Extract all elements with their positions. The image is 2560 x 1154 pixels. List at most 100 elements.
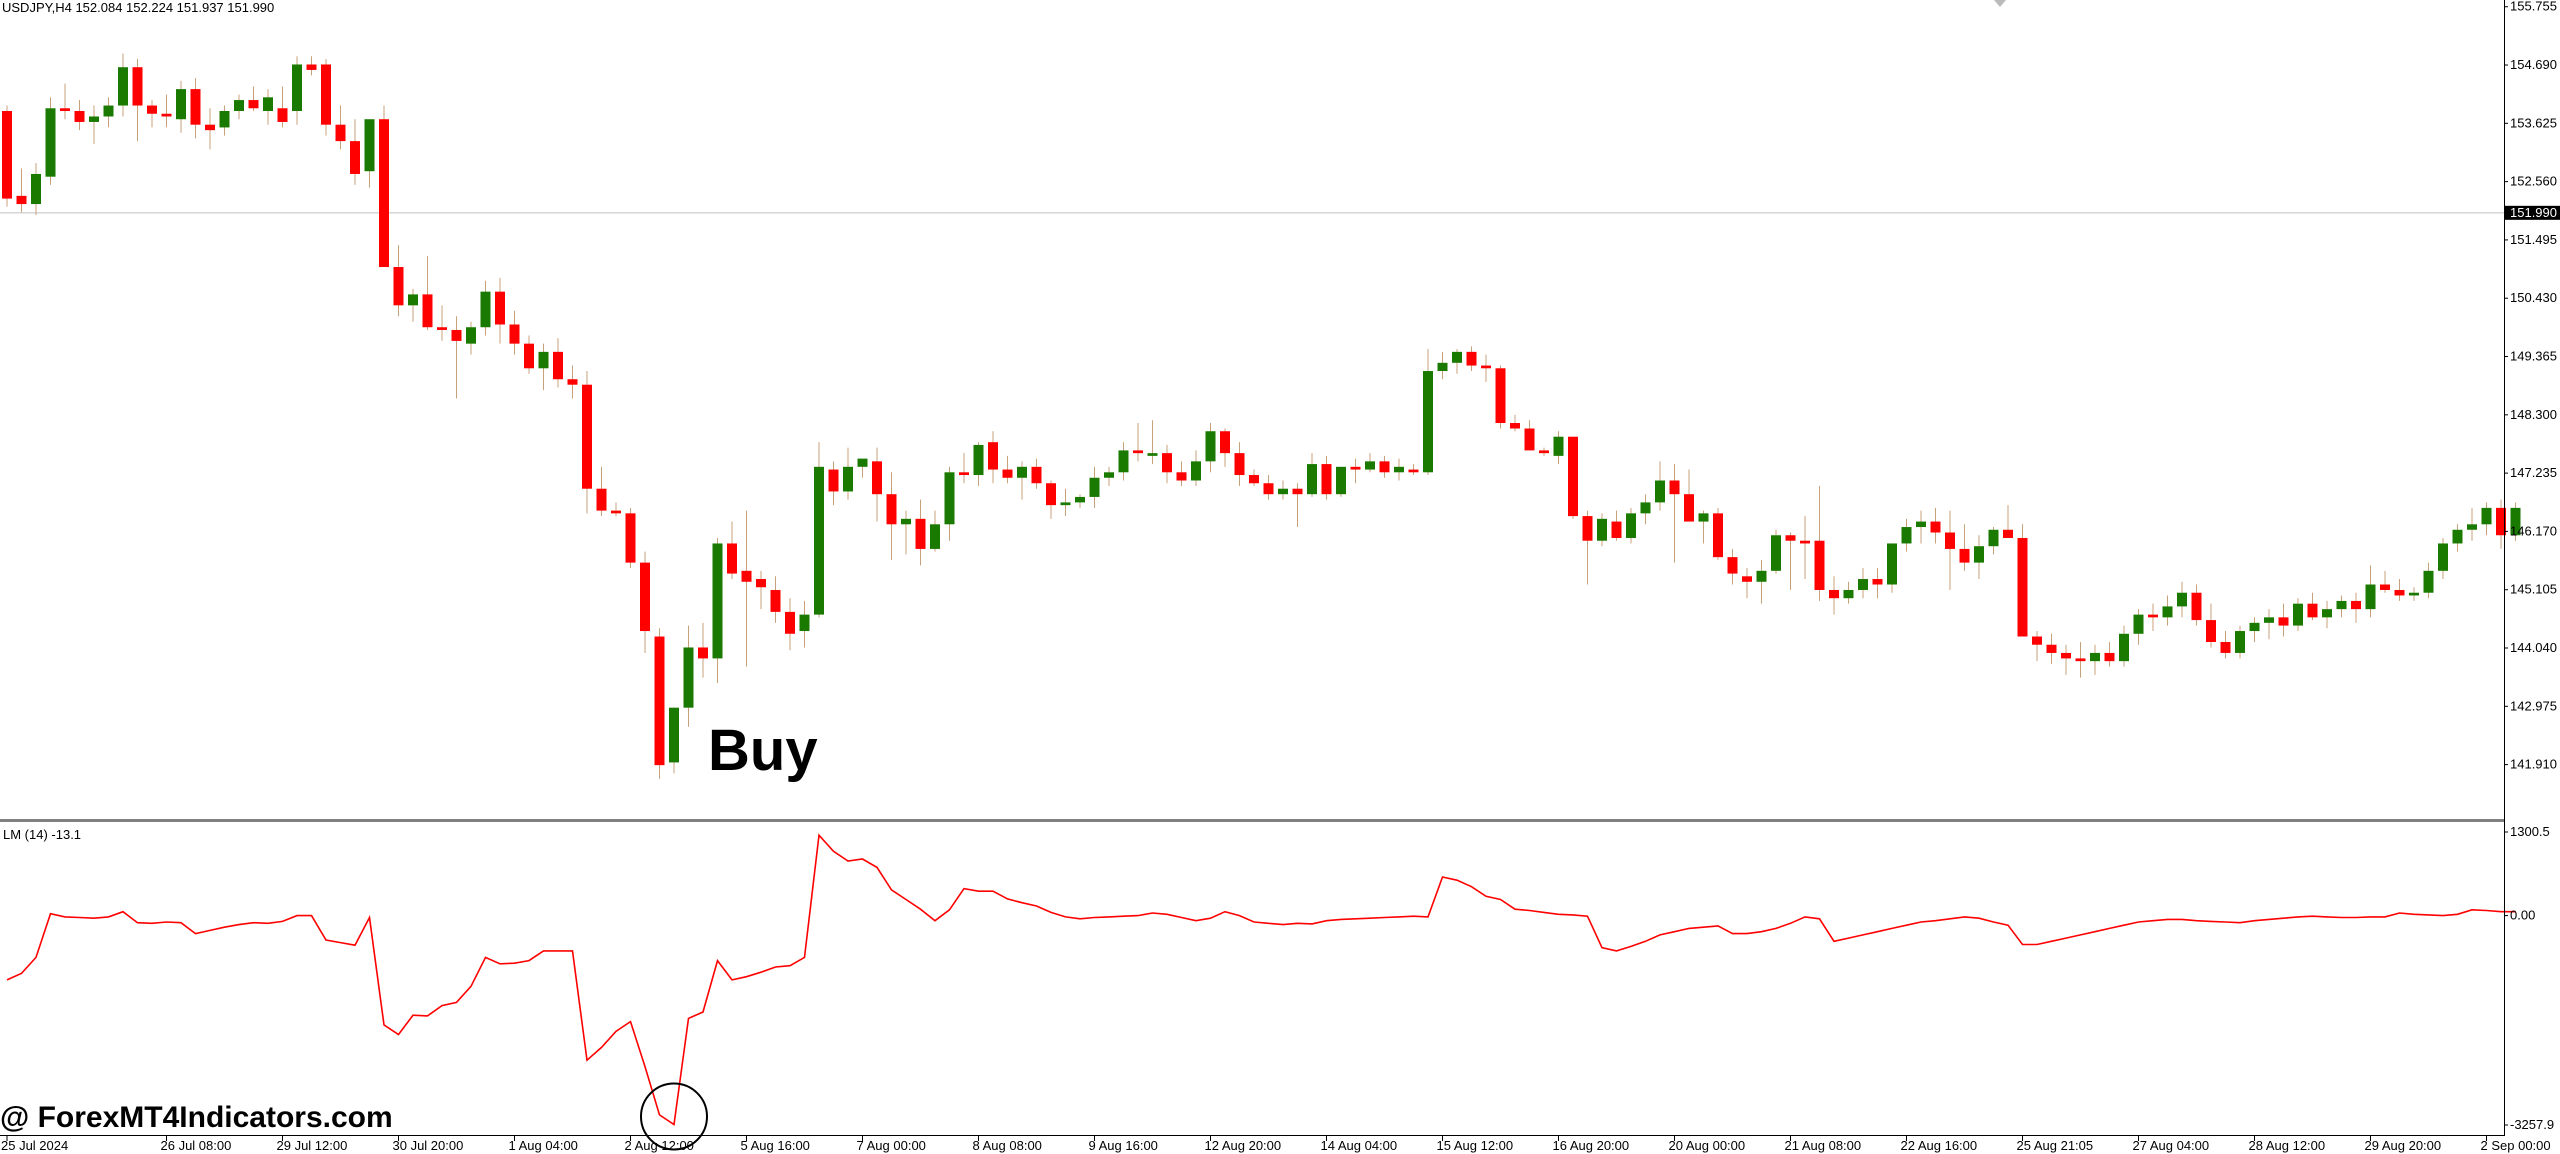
candle[interactable] [1191, 450, 1201, 486]
candle[interactable] [2, 105, 12, 207]
candle[interactable] [886, 472, 897, 560]
candle[interactable] [1205, 423, 1216, 473]
candle[interactable] [2090, 644, 2100, 675]
candle[interactable] [930, 510, 940, 552]
candle[interactable] [509, 310, 520, 355]
candle[interactable] [524, 335, 534, 374]
candle[interactable] [1423, 349, 1433, 476]
candle[interactable] [379, 105, 389, 268]
candle[interactable] [2177, 581, 2187, 618]
candle[interactable] [1220, 428, 1230, 467]
candle[interactable] [611, 502, 621, 517]
candle[interactable] [2278, 603, 2289, 637]
candle[interactable] [1756, 559, 1767, 604]
candle[interactable] [132, 59, 143, 142]
candle[interactable] [538, 343, 549, 391]
candle[interactable] [1133, 423, 1143, 462]
candle[interactable] [1292, 483, 1303, 528]
candle[interactable] [393, 245, 404, 317]
candle[interactable] [466, 321, 476, 355]
candle[interactable] [1930, 507, 1941, 544]
candle[interactable] [118, 53, 128, 117]
candle[interactable] [1698, 510, 1709, 544]
candle[interactable] [2235, 625, 2245, 659]
candle[interactable] [1321, 455, 1332, 500]
candle[interactable] [1524, 420, 1535, 451]
candle[interactable] [1017, 461, 1027, 500]
candle[interactable] [364, 119, 375, 188]
candle[interactable] [2481, 502, 2492, 536]
candle[interactable] [1713, 507, 1723, 560]
candle[interactable] [727, 521, 737, 580]
candle[interactable] [1089, 466, 1100, 508]
candle[interactable] [147, 100, 157, 128]
candle[interactable] [1379, 455, 1390, 478]
candle[interactable] [2293, 598, 2303, 632]
candle[interactable] [2017, 524, 2028, 637]
candle[interactable] [1495, 365, 1506, 429]
candle[interactable] [2133, 609, 2144, 645]
candle[interactable] [1278, 480, 1288, 500]
candle[interactable] [2496, 499, 2506, 549]
candle[interactable] [2336, 595, 2347, 618]
candle[interactable] [669, 707, 679, 774]
candle[interactable] [16, 168, 27, 213]
candle[interactable] [741, 510, 752, 667]
candle[interactable] [1800, 516, 1810, 580]
candle[interactable] [205, 108, 215, 150]
candle[interactable] [2351, 592, 2361, 623]
candle[interactable] [857, 458, 868, 478]
candle[interactable] [1365, 453, 1375, 473]
candle[interactable] [814, 442, 824, 618]
candle[interactable] [1510, 414, 1520, 432]
candle[interactable] [683, 625, 694, 727]
candle[interactable] [437, 305, 447, 341]
candle[interactable] [2220, 631, 2231, 659]
candle[interactable] [422, 256, 433, 330]
candle[interactable] [480, 280, 491, 336]
candle[interactable] [2104, 641, 2115, 667]
candle[interactable] [1684, 469, 1694, 522]
candle[interactable] [799, 600, 810, 648]
candle[interactable] [2264, 609, 2274, 640]
candle[interactable] [1075, 494, 1085, 508]
candle[interactable] [1046, 480, 1056, 519]
candle[interactable] [1727, 548, 1738, 585]
candle[interactable] [277, 86, 288, 128]
candle[interactable] [1568, 436, 1578, 519]
candle[interactable] [234, 94, 244, 120]
candle[interactable] [321, 59, 331, 136]
candle[interactable] [1452, 349, 1462, 374]
candle[interactable] [60, 83, 70, 120]
candle[interactable] [263, 89, 273, 125]
candle[interactable] [2452, 524, 2463, 552]
candle[interactable] [335, 105, 346, 150]
candle[interactable] [654, 628, 665, 779]
candle[interactable] [843, 447, 853, 500]
candle[interactable] [1466, 346, 1477, 372]
candle[interactable] [2467, 507, 2477, 541]
candle[interactable] [1887, 543, 1897, 593]
candle[interactable] [1060, 488, 1071, 517]
candle[interactable] [872, 447, 882, 522]
candle[interactable] [1945, 510, 1955, 590]
candle[interactable] [785, 598, 795, 651]
candle[interactable] [1147, 420, 1158, 465]
candle[interactable] [698, 622, 708, 678]
candle[interactable] [1742, 568, 1752, 599]
candle[interactable] [988, 431, 998, 484]
candle[interactable] [2249, 617, 2260, 642]
candle[interactable] [2046, 633, 2057, 664]
candle[interactable] [89, 105, 99, 144]
candle[interactable] [1553, 431, 1564, 465]
candle[interactable] [901, 510, 911, 555]
candle[interactable] [1669, 464, 1680, 563]
candle[interactable] [1843, 581, 1854, 604]
candle[interactable] [959, 453, 969, 484]
candle[interactable] [1104, 466, 1114, 486]
candle[interactable] [1901, 518, 1912, 552]
candle[interactable] [74, 100, 85, 131]
candle[interactable] [1539, 447, 1549, 456]
candle[interactable] [103, 97, 114, 128]
candle[interactable] [219, 105, 230, 136]
